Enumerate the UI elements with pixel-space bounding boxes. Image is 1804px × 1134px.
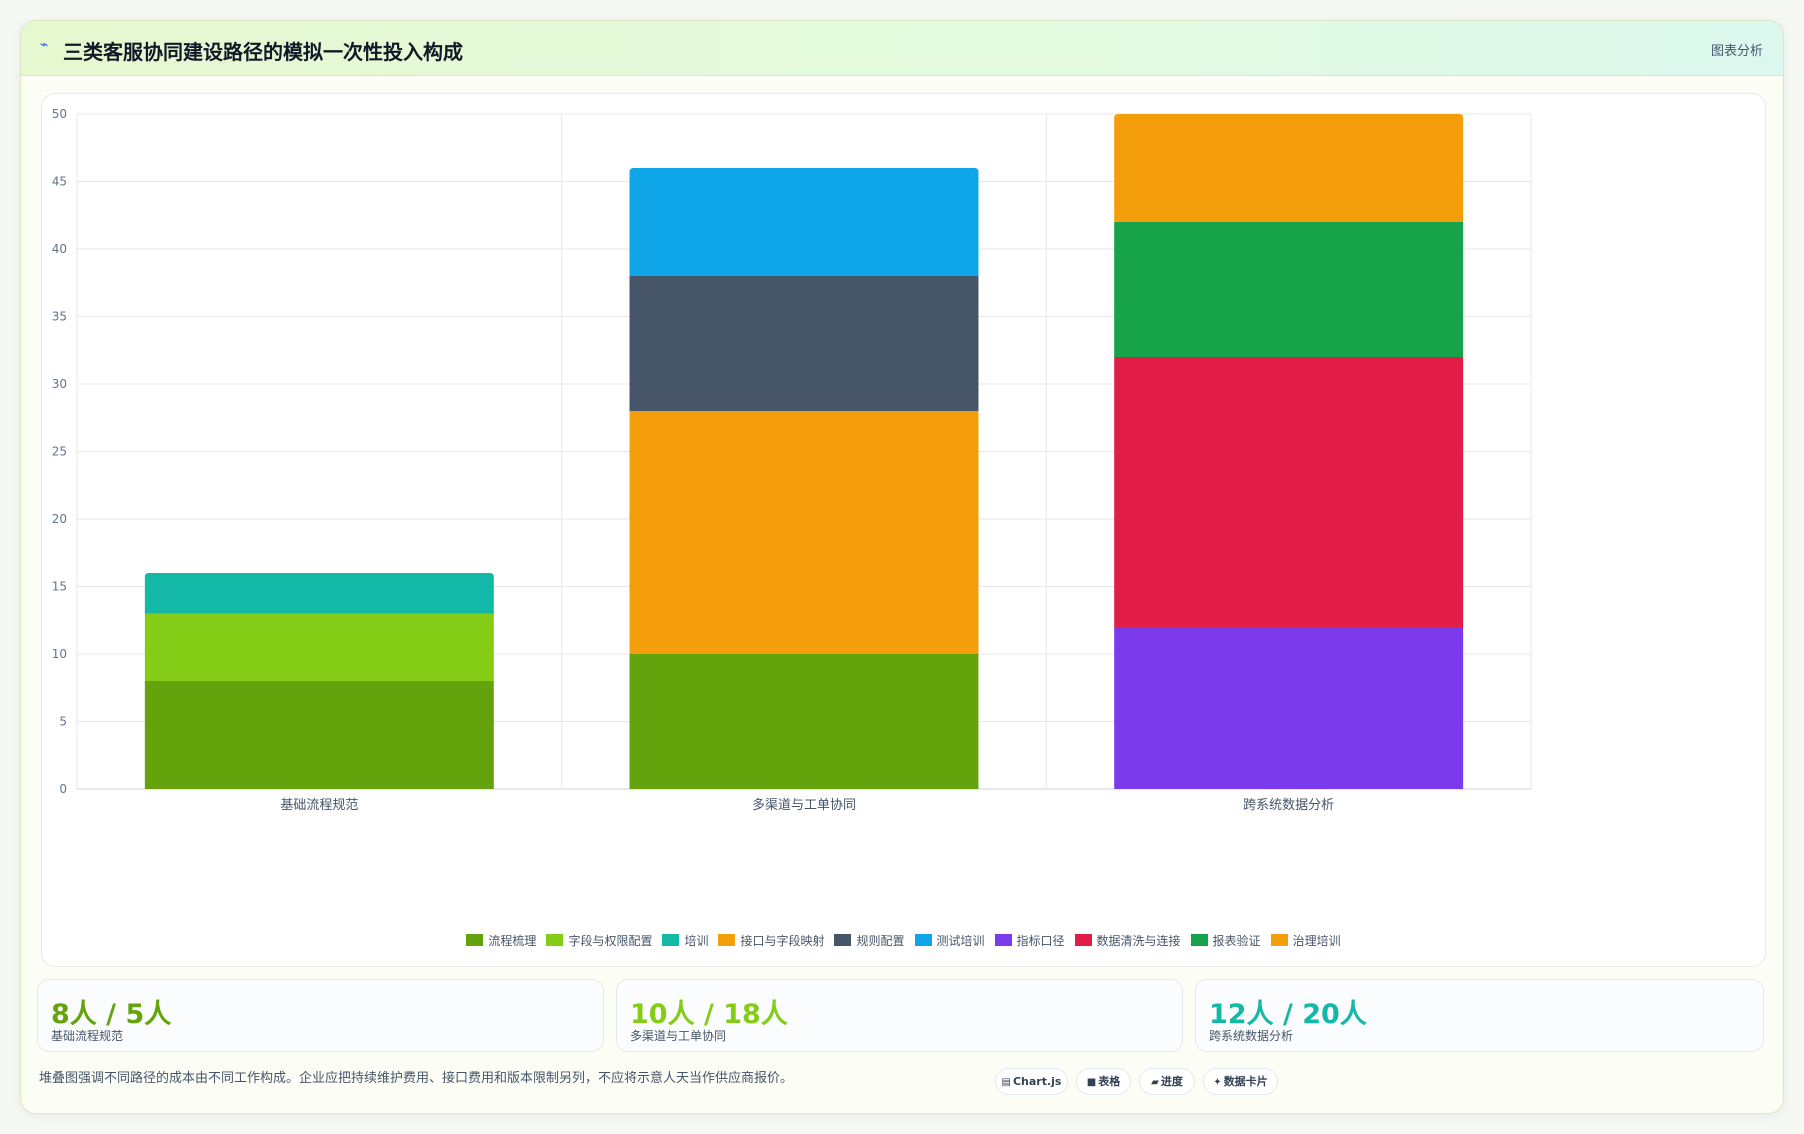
legend-label: 字段与权限配置: [568, 934, 653, 948]
y-tick-label: 20: [52, 512, 67, 526]
panel-header: ⌁ 三类客服协同建设路径的模拟一次性投入构成 图表分析: [21, 21, 1783, 76]
legend-label: 治理培训: [1292, 934, 1341, 948]
bar-segment: [144, 681, 494, 789]
y-tick-label: 45: [52, 175, 67, 189]
legend-swatch: [994, 934, 1012, 946]
sparkle-icon: ✦: [1213, 1077, 1222, 1088]
stat-value: 10人 / 18人: [630, 999, 788, 1030]
legend-label: 规则配置: [856, 934, 905, 948]
y-tick-label: 35: [52, 310, 67, 324]
chart-legend: 流程梳理 字段与权限配置 培训 接口与字段映射 规则配置 测试培训 指标口径 数据清洗与连接 报…: [42, 932, 1765, 949]
legend-label: 流程梳理: [488, 934, 537, 948]
bar-segment: [1114, 357, 1464, 627]
legend-swatch: [1270, 934, 1288, 946]
legend-label: 指标口径: [1016, 934, 1065, 948]
pill-table[interactable]: ■ 表格: [1076, 1068, 1131, 1095]
legend-swatch: [662, 934, 680, 946]
stat-label: 跨系统数据分析: [1209, 1029, 1294, 1043]
pill-label: 表格: [1098, 1075, 1121, 1088]
x-tick-label: 多渠道与工单协同: [752, 797, 856, 813]
legend-swatch: [1074, 934, 1092, 946]
y-tick-label: 10: [52, 647, 67, 661]
y-tick-label: 25: [52, 445, 67, 459]
stat-value: 8人 / 5人: [51, 999, 172, 1030]
legend-swatch: [466, 934, 484, 946]
y-tick-label: 0: [59, 782, 67, 796]
pill-label: Chart.js: [1012, 1075, 1062, 1088]
stat-card-multichannel: 10人 / 18人 多渠道与工单协同: [616, 979, 1183, 1052]
bar-segment: [629, 276, 979, 411]
bar-segment: [629, 654, 979, 789]
legend-swatch: [834, 934, 852, 946]
legend-item[interactable]: 测试培训: [914, 932, 985, 949]
y-tick-label: 40: [52, 242, 67, 256]
chart-panel: ⌁ 三类客服协同建设路径的模拟一次性投入构成 图表分析 0 5 10 15 20 25 30…: [20, 20, 1784, 1114]
legend-label: 接口与字段映射: [740, 934, 825, 948]
legend-item[interactable]: 指标口径: [994, 932, 1065, 949]
table-icon: ■: [1086, 1077, 1097, 1088]
y-tick-label: 15: [52, 580, 67, 594]
pill-label: 数据卡片: [1223, 1075, 1268, 1088]
chart-card: 0 5 10 15 20 25 30 35 40 45 50 基础流程规范 多渠道与工单协同 跨系统数据分…: [41, 93, 1766, 967]
bar-segment: [629, 168, 979, 276]
y-tick-label: 50: [52, 107, 67, 121]
bar-segment: [1114, 627, 1464, 789]
progress-icon: ▰: [1151, 1077, 1159, 1088]
stacked-bar-chart: 0 5 10 15 20 25 30 35 40 45 50 基础流程规范 多渠道与工单协同 跨系统数据分…: [52, 107, 1532, 813]
legend-item[interactable]: 报表验证: [1190, 932, 1261, 949]
bar-segment: [1114, 222, 1464, 357]
pill-label: 进度: [1160, 1075, 1183, 1088]
stat-card-basic: 8人 / 5人 基础流程规范: [37, 979, 604, 1052]
pill-progress[interactable]: ▰ 进度: [1139, 1068, 1195, 1095]
footnote: 堆叠图强调不同路径的成本由不同工作构成。企业应把持续维护费用、接口费用和版本限制…: [39, 1071, 794, 1086]
legend-label: 数据清洗与连接: [1096, 934, 1181, 948]
legend-item[interactable]: 规则配置: [834, 932, 905, 949]
chart-analysis-link[interactable]: 图表分析: [1710, 44, 1763, 59]
y-tick-label: 5: [59, 715, 67, 729]
legend-label: 测试培训: [936, 934, 985, 948]
page-title: 三类客服协同建设路径的模拟一次性投入构成: [63, 40, 463, 64]
legend-swatch: [718, 934, 736, 946]
legend-swatch: [1190, 934, 1208, 946]
legend-swatch: [914, 934, 932, 946]
stat-label: 多渠道与工单协同: [630, 1029, 727, 1043]
legend-item[interactable]: 数据清洗与连接: [1074, 932, 1181, 949]
legend-item[interactable]: 治理培训: [1270, 932, 1341, 949]
legend-swatch: [546, 934, 564, 946]
legend-item[interactable]: 接口与字段映射: [718, 932, 824, 949]
bar-segment: [629, 411, 979, 654]
stat-card-crosssystem: 12人 / 20人 跨系统数据分析: [1195, 979, 1764, 1052]
x-tick-label: 跨系统数据分析: [1243, 798, 1334, 813]
legend-item[interactable]: 培训: [662, 932, 708, 949]
chart-library-icon: ▤: [1001, 1077, 1011, 1088]
legend-item[interactable]: 字段与权限配置: [546, 932, 652, 949]
bar-segment: [144, 613, 494, 681]
x-tick-label: 基础流程规范: [280, 798, 358, 813]
bar-segment: [1114, 114, 1464, 222]
legend-label: 培训: [684, 934, 709, 948]
y-tick-label: 30: [52, 377, 67, 391]
bar-segment: [144, 573, 494, 614]
stat-label: 基础流程规范: [51, 1029, 124, 1043]
legend-label: 报表验证: [1212, 934, 1261, 948]
legend-item[interactable]: 流程梳理: [466, 932, 536, 949]
chart-icon: ⌁: [40, 37, 49, 53]
pill-chartjs[interactable]: ▤ Chart.js: [995, 1068, 1068, 1095]
pill-data-cards[interactable]: ✦ 数据卡片: [1203, 1068, 1278, 1095]
stat-value: 12人 / 20人: [1209, 999, 1367, 1030]
